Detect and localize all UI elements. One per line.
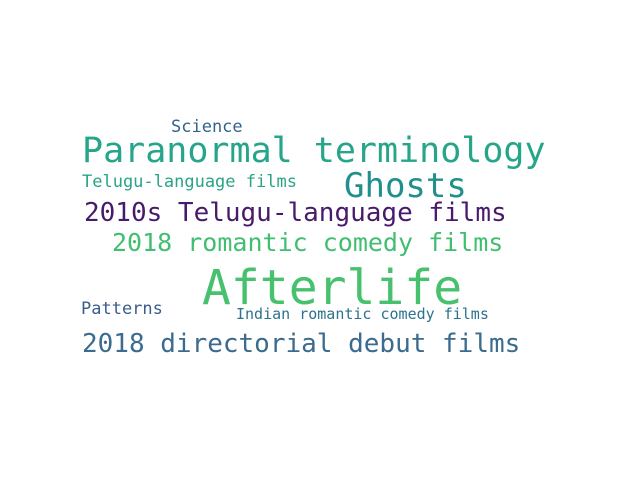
word-2010s-telugu-language-films: 2010s Telugu-language films [84,198,507,228]
word-patterns: Patterns [81,299,163,319]
word-indian-romantic-comedy-films: Indian romantic comedy films [236,305,489,323]
word-paranormal-terminology: Paranormal terminology [82,131,546,171]
word-afterlife: Afterlife [202,260,463,316]
word-science: Science [171,117,243,137]
word-ghosts: Ghosts [344,166,467,206]
word-2018-directorial-debut-films: 2018 directorial debut films [82,329,521,359]
word-telugu-language-films: Telugu-language films [82,172,297,192]
word-2018-romantic-comedy-films: 2018 romantic comedy films [112,228,504,257]
